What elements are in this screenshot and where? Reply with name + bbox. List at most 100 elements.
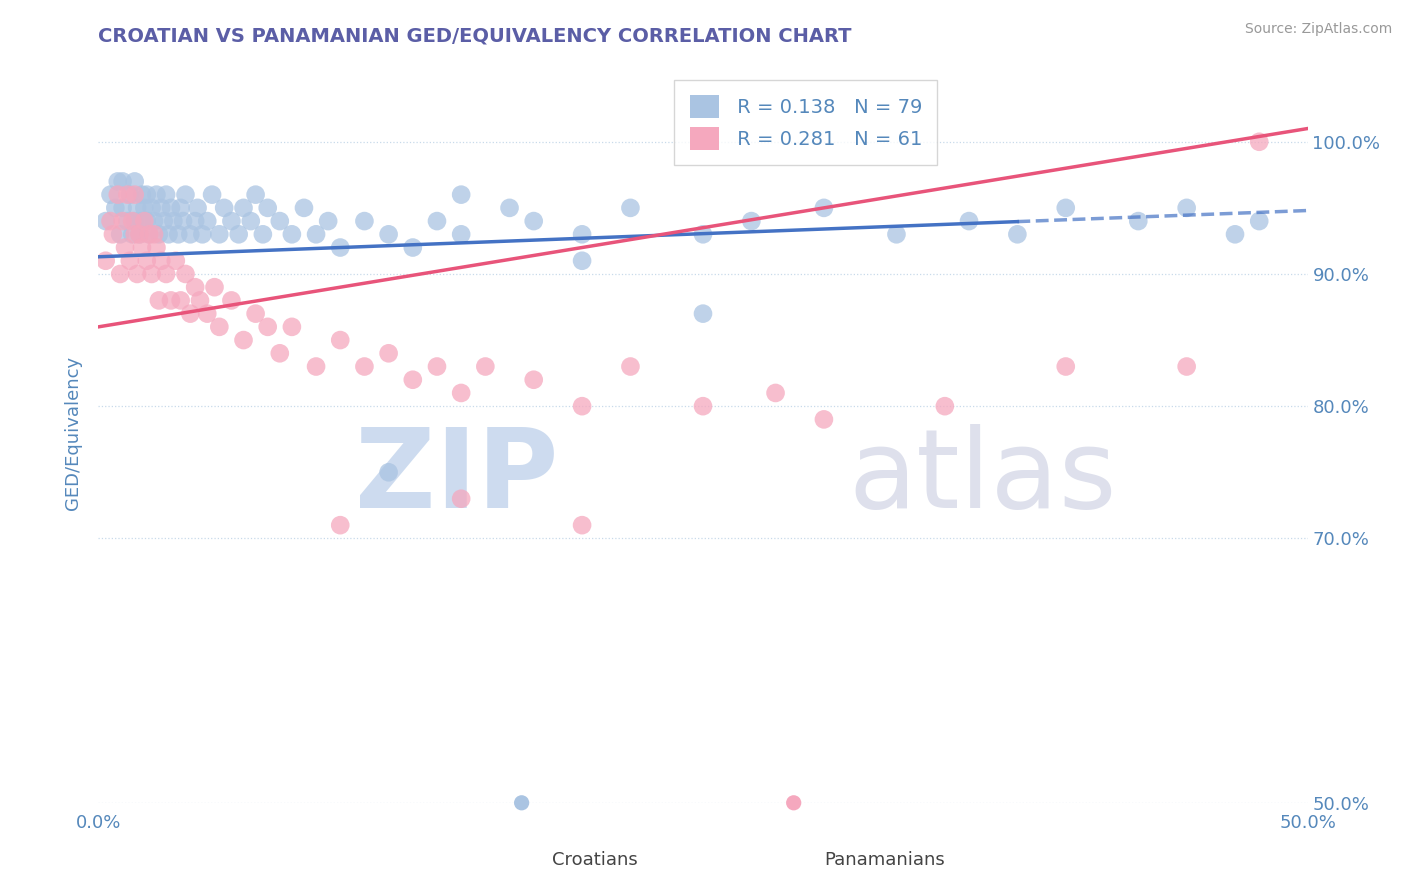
Point bbox=[111, 201, 134, 215]
Point bbox=[184, 214, 207, 228]
Point bbox=[108, 267, 131, 281]
Point bbox=[426, 359, 449, 374]
Point bbox=[571, 227, 593, 242]
Point bbox=[121, 227, 143, 242]
Point bbox=[619, 201, 641, 215]
Point bbox=[118, 253, 141, 268]
Point bbox=[143, 227, 166, 242]
Point bbox=[692, 399, 714, 413]
Point bbox=[165, 253, 187, 268]
Point bbox=[94, 214, 117, 228]
Text: atlas: atlas bbox=[848, 424, 1116, 531]
Point bbox=[1249, 135, 1271, 149]
Text: Croatians: Croatians bbox=[551, 851, 637, 869]
Point bbox=[740, 214, 762, 228]
Point bbox=[1054, 201, 1077, 215]
Point bbox=[184, 280, 207, 294]
Point bbox=[131, 187, 153, 202]
Point bbox=[138, 227, 160, 242]
Point bbox=[108, 227, 131, 242]
Point bbox=[221, 293, 243, 308]
Point bbox=[160, 293, 183, 308]
Point bbox=[157, 227, 180, 242]
Point bbox=[128, 227, 150, 242]
Text: Panamanians: Panamanians bbox=[824, 851, 945, 869]
Point bbox=[692, 227, 714, 242]
Point bbox=[114, 240, 136, 255]
Point bbox=[292, 201, 315, 215]
Point bbox=[1128, 214, 1150, 228]
Point bbox=[377, 346, 399, 360]
Point bbox=[353, 214, 375, 228]
Point bbox=[131, 240, 153, 255]
Point bbox=[127, 201, 149, 215]
Point bbox=[174, 187, 197, 202]
Point bbox=[1249, 214, 1271, 228]
Point bbox=[221, 214, 243, 228]
Point bbox=[329, 333, 352, 347]
Point bbox=[232, 333, 254, 347]
Point bbox=[124, 214, 146, 228]
Point bbox=[1007, 227, 1029, 242]
Point bbox=[426, 214, 449, 228]
Point bbox=[208, 319, 231, 334]
Point bbox=[111, 174, 134, 188]
Point bbox=[402, 240, 425, 255]
Text: CROATIAN VS PANAMANIAN GED/EQUIVALENCY CORRELATION CHART: CROATIAN VS PANAMANIAN GED/EQUIVALENCY C… bbox=[98, 27, 852, 45]
Point bbox=[191, 227, 214, 242]
Point bbox=[353, 359, 375, 374]
Point bbox=[135, 187, 157, 202]
Point bbox=[150, 201, 173, 215]
Point bbox=[281, 319, 304, 334]
Point bbox=[228, 227, 250, 242]
Point bbox=[172, 214, 194, 228]
Point bbox=[1175, 201, 1198, 215]
Point bbox=[100, 214, 122, 228]
Point bbox=[256, 319, 278, 334]
Point bbox=[212, 201, 235, 215]
Point bbox=[128, 227, 150, 242]
Point bbox=[1175, 359, 1198, 374]
Text: Source: ZipAtlas.com: Source: ZipAtlas.com bbox=[1244, 22, 1392, 37]
Point bbox=[692, 307, 714, 321]
Point bbox=[131, 214, 153, 228]
Point bbox=[239, 214, 262, 228]
Point bbox=[329, 518, 352, 533]
Point bbox=[232, 201, 254, 215]
Point bbox=[107, 187, 129, 202]
Point bbox=[195, 307, 218, 321]
Point bbox=[187, 201, 209, 215]
Y-axis label: GED/Equivalency: GED/Equivalency bbox=[65, 356, 83, 509]
Point bbox=[195, 214, 218, 228]
Point bbox=[100, 187, 122, 202]
Point bbox=[450, 491, 472, 506]
Point bbox=[813, 201, 835, 215]
Point bbox=[571, 518, 593, 533]
Point bbox=[179, 227, 201, 242]
Point bbox=[571, 253, 593, 268]
Point bbox=[127, 267, 149, 281]
Point bbox=[813, 412, 835, 426]
Legend:  R = 0.138   N = 79,  R = 0.281   N = 61: R = 0.138 N = 79, R = 0.281 N = 61 bbox=[673, 79, 938, 165]
Point bbox=[252, 227, 274, 242]
Point bbox=[117, 187, 139, 202]
Point bbox=[316, 214, 339, 228]
Point bbox=[498, 201, 520, 215]
Point bbox=[167, 227, 190, 242]
Point bbox=[145, 187, 167, 202]
Point bbox=[101, 227, 124, 242]
Point bbox=[118, 187, 141, 202]
Point bbox=[208, 227, 231, 242]
Point bbox=[145, 240, 167, 255]
Point bbox=[134, 201, 156, 215]
Point bbox=[104, 201, 127, 215]
Point bbox=[377, 227, 399, 242]
Point bbox=[201, 187, 224, 202]
Point bbox=[138, 227, 160, 242]
Point bbox=[886, 227, 908, 242]
Point bbox=[934, 399, 956, 413]
Point bbox=[1054, 359, 1077, 374]
Point bbox=[188, 293, 211, 308]
Point bbox=[124, 174, 146, 188]
Point bbox=[162, 214, 184, 228]
